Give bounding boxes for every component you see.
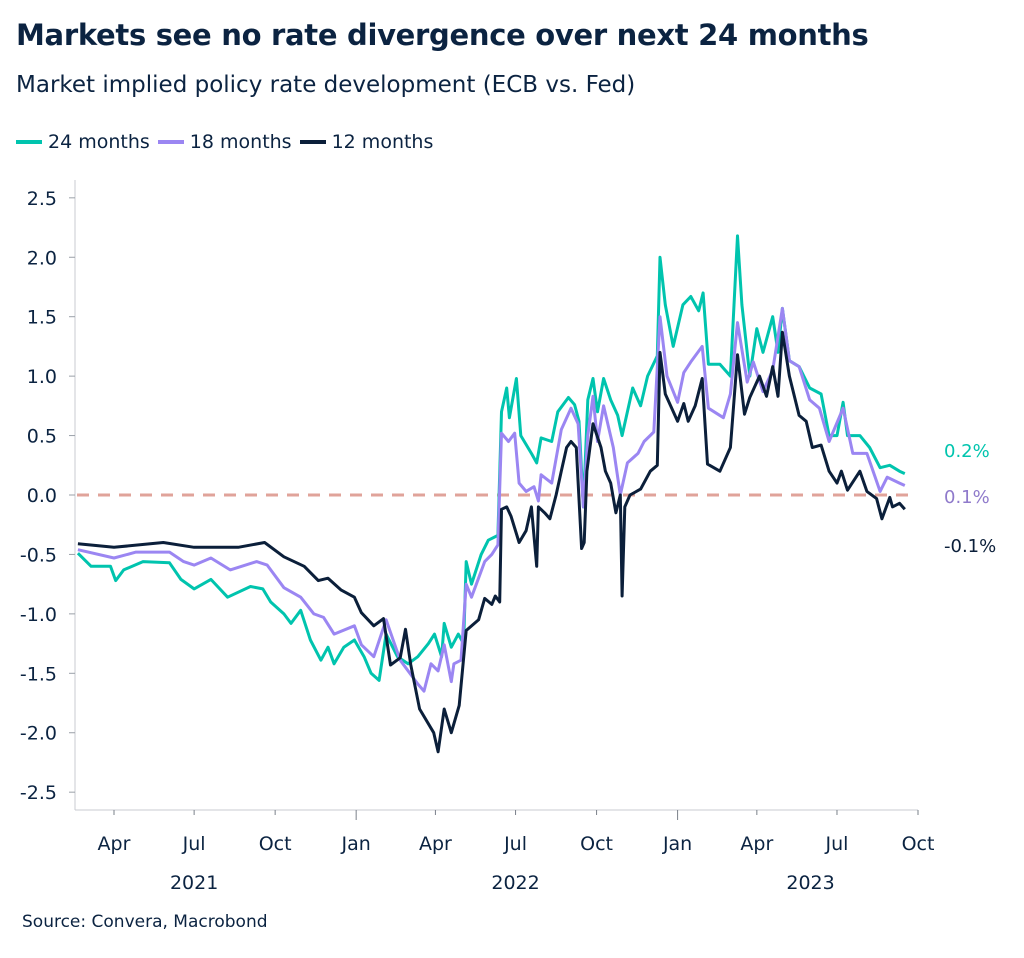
x-tick-label: Oct — [259, 833, 292, 855]
legend-swatch-24-months — [16, 140, 42, 144]
x-tick-label: Jan — [662, 833, 692, 855]
end-value-label: -0.1% — [944, 536, 996, 557]
x-year-label: 2023 — [786, 872, 834, 894]
x-tick-label: Jan — [341, 833, 371, 855]
y-tick-label: 1.0 — [27, 366, 57, 388]
x-tick-label: Apr — [419, 833, 452, 855]
x-tick-label: Oct — [902, 833, 935, 855]
legend-swatch-18-months — [157, 140, 184, 144]
legend-item-12-months: 12 months — [299, 131, 434, 153]
y-tick-label: -1.0 — [20, 604, 57, 626]
y-tick-label: 1.5 — [27, 307, 57, 329]
y-tick-label: 2.5 — [27, 188, 57, 210]
x-year-label: 2022 — [491, 872, 539, 894]
end-value-label: 0.2% — [944, 441, 990, 462]
source-note: Source: Convera, Macrobond — [22, 912, 268, 932]
x-tick-label: Apr — [98, 833, 131, 855]
x-tick-label: Jul — [182, 833, 206, 855]
series-line-18-months — [77, 306, 906, 693]
y-tick-label: -0.5 — [20, 544, 57, 566]
series-line-12-months — [77, 330, 906, 754]
end-value-label: 0.1% — [944, 487, 990, 508]
series-line-24-months — [76, 234, 906, 682]
x-year-label: 2021 — [170, 872, 218, 894]
x-tick-label: Jul — [503, 833, 527, 855]
x-tick-label: Apr — [740, 833, 773, 855]
chart-subtitle: Market implied policy rate development (… — [16, 72, 636, 98]
y-tick-label: 0.5 — [27, 426, 57, 448]
x-tick-label: Jul — [825, 833, 849, 855]
legend-item-18-months: 18 months — [157, 131, 292, 153]
y-tick-label: 0.0 — [27, 485, 57, 507]
legend-label: 12 months — [331, 131, 434, 153]
legend-swatch-12-months — [299, 140, 326, 144]
legend-item-24-months: 24 months — [16, 131, 150, 153]
x-tick-label: Oct — [580, 833, 613, 855]
y-tick-label: -2.0 — [20, 723, 57, 745]
chart-title: Markets see no rate divergence over next… — [16, 18, 869, 52]
y-tick-label: -1.5 — [20, 663, 57, 685]
legend-label: 18 months — [189, 131, 292, 153]
legend: 24 months 18 months 12 months — [16, 131, 441, 153]
y-tick-label: -2.5 — [20, 782, 57, 804]
y-tick-label: 2.0 — [27, 247, 57, 269]
legend-label: 24 months — [48, 131, 150, 153]
